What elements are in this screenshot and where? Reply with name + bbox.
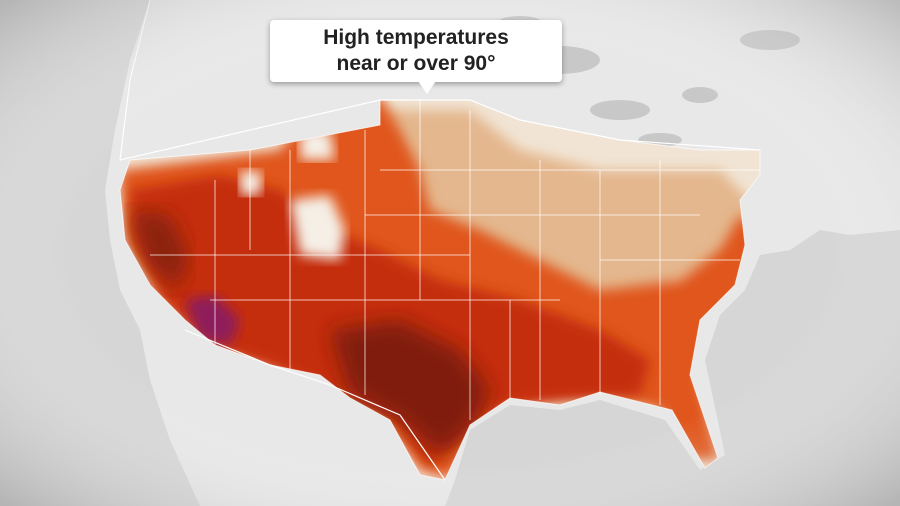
callout-line-2: near or over 90° bbox=[336, 52, 496, 75]
callout-line-1: High temperatures bbox=[323, 26, 509, 49]
callout-pointer bbox=[418, 81, 436, 94]
callout-box: High temperatures near or over 90° bbox=[270, 20, 562, 82]
